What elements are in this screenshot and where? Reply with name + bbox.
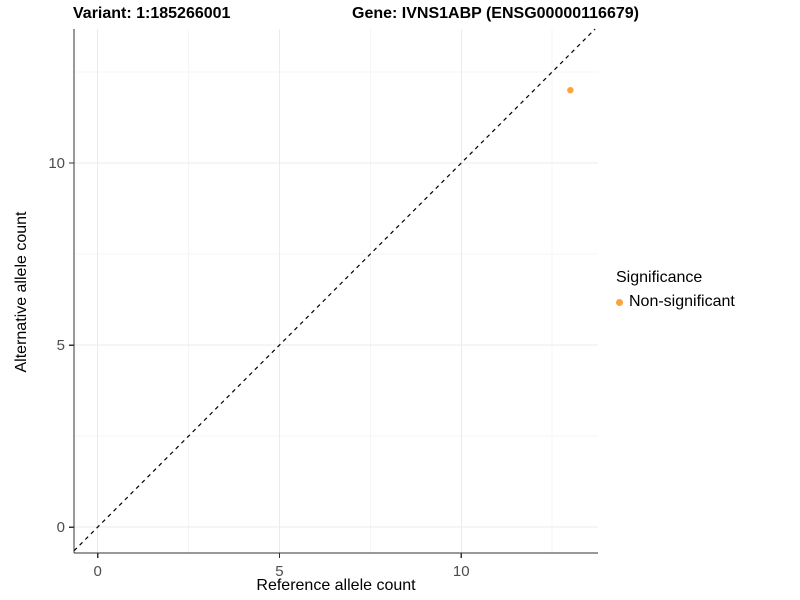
variant-title: Variant: 1:185266001 bbox=[73, 5, 231, 22]
x-tick-label: 5 bbox=[275, 563, 283, 580]
x-axis-title: Reference allele count bbox=[256, 577, 416, 594]
legend-item-label: Non-significant bbox=[629, 293, 735, 310]
x-tick-label: 0 bbox=[93, 563, 101, 580]
legend-title: Significance bbox=[616, 269, 703, 286]
y-tick-label: 5 bbox=[57, 337, 65, 354]
legend: Significance Non-significant bbox=[616, 269, 735, 311]
y-tick-label: 0 bbox=[57, 519, 65, 536]
x-tick-label: 10 bbox=[453, 563, 470, 580]
gene-title: Gene: IVNS1ABP (ENSG00000116679) bbox=[352, 5, 639, 22]
identity-line bbox=[73, 28, 596, 552]
y-axis-title: Alternative allele count bbox=[13, 211, 30, 373]
non-significant-dot-icon bbox=[616, 298, 623, 306]
legend-item: Non-significant bbox=[616, 293, 735, 311]
data-point bbox=[567, 86, 574, 94]
y-tick-label: 10 bbox=[48, 155, 65, 172]
